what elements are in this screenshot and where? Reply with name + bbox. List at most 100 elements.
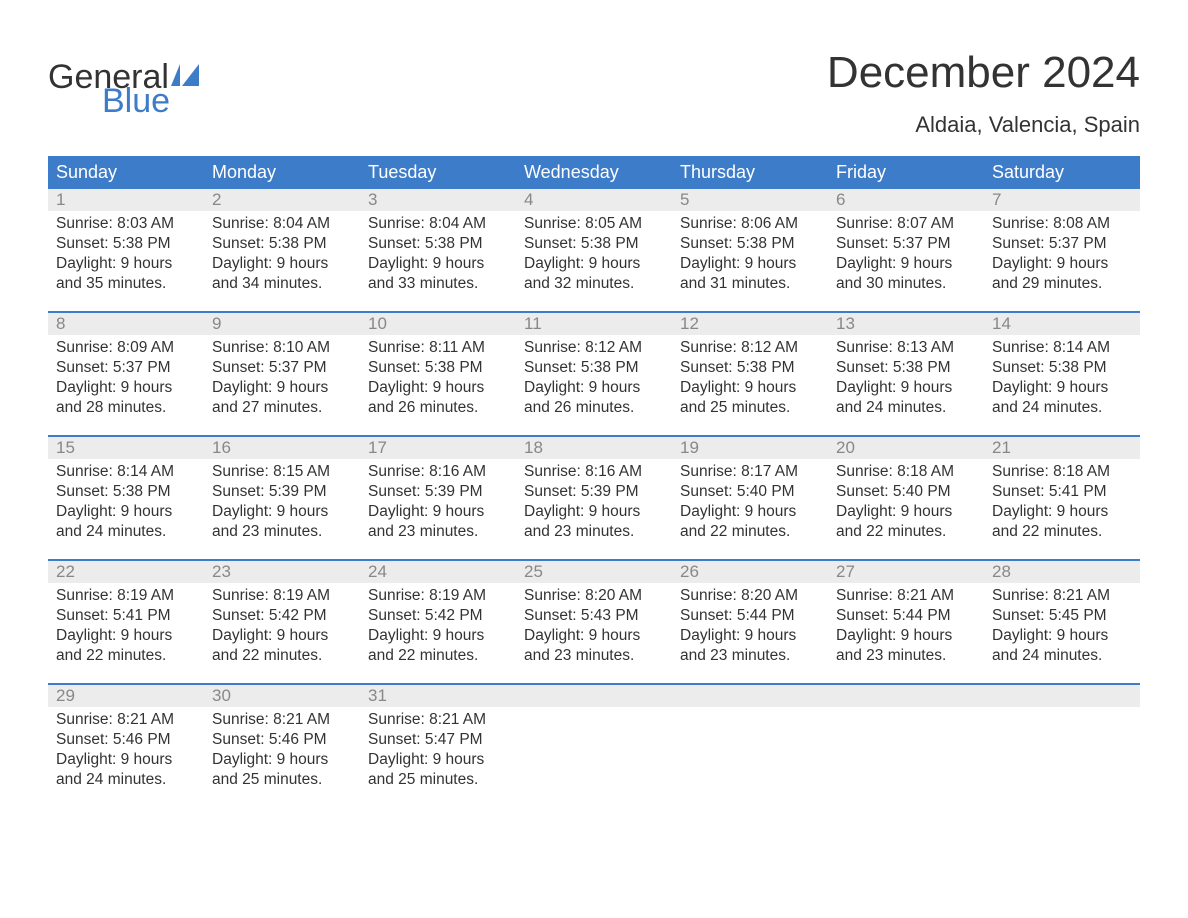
- day-sunrise: Sunrise: 8:19 AM: [56, 586, 196, 606]
- day-sunrise: Sunrise: 8:18 AM: [992, 462, 1132, 482]
- day-daylight2: and 29 minutes.: [992, 274, 1132, 294]
- dayheader-wednesday: Wednesday: [516, 156, 672, 189]
- day-sunrise: Sunrise: 8:12 AM: [680, 338, 820, 358]
- day-sunset: Sunset: 5:47 PM: [368, 730, 508, 750]
- day-cell: Sunrise: 8:18 AMSunset: 5:40 PMDaylight:…: [828, 459, 984, 545]
- daynum-row: 15161718192021: [48, 437, 1140, 459]
- day-number: 19: [672, 437, 828, 459]
- day-daylight2: and 25 minutes.: [212, 770, 352, 790]
- day-daylight2: and 22 minutes.: [836, 522, 976, 542]
- day-sunrise: Sunrise: 8:09 AM: [56, 338, 196, 358]
- logo-text-part2: Blue: [102, 84, 199, 118]
- day-sunrise: Sunrise: 8:10 AM: [212, 338, 352, 358]
- day-daylight2: and 26 minutes.: [368, 398, 508, 418]
- day-sunrise: Sunrise: 8:17 AM: [680, 462, 820, 482]
- day-daylight1: Daylight: 9 hours: [56, 502, 196, 522]
- day-number: 28: [984, 561, 1140, 583]
- day-header-row: Sunday Monday Tuesday Wednesday Thursday…: [48, 156, 1140, 189]
- day-daylight1: Daylight: 9 hours: [836, 502, 976, 522]
- day-sunset: Sunset: 5:46 PM: [212, 730, 352, 750]
- day-cell: Sunrise: 8:05 AMSunset: 5:38 PMDaylight:…: [516, 211, 672, 297]
- day-number: 25: [516, 561, 672, 583]
- day-sunrise: Sunrise: 8:15 AM: [212, 462, 352, 482]
- day-sunset: Sunset: 5:38 PM: [680, 358, 820, 378]
- day-daylight1: Daylight: 9 hours: [680, 502, 820, 522]
- day-cell: Sunrise: 8:17 AMSunset: 5:40 PMDaylight:…: [672, 459, 828, 545]
- day-number: 14: [984, 313, 1140, 335]
- day-daylight1: Daylight: 9 hours: [368, 750, 508, 770]
- day-sunset: Sunset: 5:39 PM: [524, 482, 664, 502]
- day-sunset: Sunset: 5:45 PM: [992, 606, 1132, 626]
- day-daylight1: Daylight: 9 hours: [524, 502, 664, 522]
- day-daylight1: Daylight: 9 hours: [524, 626, 664, 646]
- day-daylight2: and 23 minutes.: [212, 522, 352, 542]
- day-number: 23: [204, 561, 360, 583]
- day-daylight2: and 31 minutes.: [680, 274, 820, 294]
- day-daylight2: and 32 minutes.: [524, 274, 664, 294]
- day-number: [828, 685, 984, 707]
- day-sunset: Sunset: 5:37 PM: [836, 234, 976, 254]
- day-cell: Sunrise: 8:21 AMSunset: 5:46 PMDaylight:…: [204, 707, 360, 793]
- day-sunrise: Sunrise: 8:21 AM: [56, 710, 196, 730]
- day-daylight2: and 25 minutes.: [680, 398, 820, 418]
- day-number: 6: [828, 189, 984, 211]
- day-sunrise: Sunrise: 8:20 AM: [680, 586, 820, 606]
- day-sunrise: Sunrise: 8:07 AM: [836, 214, 976, 234]
- day-sunset: Sunset: 5:39 PM: [368, 482, 508, 502]
- day-sunrise: Sunrise: 8:06 AM: [680, 214, 820, 234]
- day-sunset: Sunset: 5:39 PM: [212, 482, 352, 502]
- day-cell: Sunrise: 8:14 AMSunset: 5:38 PMDaylight:…: [48, 459, 204, 545]
- day-cell: [672, 707, 828, 793]
- daybody-row: Sunrise: 8:09 AMSunset: 5:37 PMDaylight:…: [48, 335, 1140, 435]
- day-daylight1: Daylight: 9 hours: [836, 254, 976, 274]
- day-sunrise: Sunrise: 8:21 AM: [212, 710, 352, 730]
- day-daylight1: Daylight: 9 hours: [368, 626, 508, 646]
- day-daylight2: and 22 minutes.: [56, 646, 196, 666]
- day-cell: Sunrise: 8:20 AMSunset: 5:43 PMDaylight:…: [516, 583, 672, 669]
- day-sunset: Sunset: 5:38 PM: [524, 358, 664, 378]
- week-row: 15161718192021Sunrise: 8:14 AMSunset: 5:…: [48, 435, 1140, 559]
- day-cell: Sunrise: 8:21 AMSunset: 5:44 PMDaylight:…: [828, 583, 984, 669]
- day-sunrise: Sunrise: 8:03 AM: [56, 214, 196, 234]
- day-number: 22: [48, 561, 204, 583]
- day-sunset: Sunset: 5:38 PM: [368, 234, 508, 254]
- day-sunset: Sunset: 5:38 PM: [56, 482, 196, 502]
- day-sunrise: Sunrise: 8:12 AM: [524, 338, 664, 358]
- day-cell: Sunrise: 8:10 AMSunset: 5:37 PMDaylight:…: [204, 335, 360, 421]
- day-cell: Sunrise: 8:20 AMSunset: 5:44 PMDaylight:…: [672, 583, 828, 669]
- day-sunset: Sunset: 5:41 PM: [56, 606, 196, 626]
- day-number: [516, 685, 672, 707]
- day-daylight2: and 23 minutes.: [368, 522, 508, 542]
- day-sunrise: Sunrise: 8:21 AM: [368, 710, 508, 730]
- day-daylight1: Daylight: 9 hours: [212, 626, 352, 646]
- day-sunset: Sunset: 5:40 PM: [836, 482, 976, 502]
- day-number: [984, 685, 1140, 707]
- day-sunrise: Sunrise: 8:04 AM: [212, 214, 352, 234]
- day-daylight1: Daylight: 9 hours: [992, 502, 1132, 522]
- day-sunrise: Sunrise: 8:16 AM: [368, 462, 508, 482]
- day-number: 12: [672, 313, 828, 335]
- day-daylight1: Daylight: 9 hours: [992, 626, 1132, 646]
- day-number: [672, 685, 828, 707]
- day-sunrise: Sunrise: 8:14 AM: [992, 338, 1132, 358]
- day-sunrise: Sunrise: 8:19 AM: [212, 586, 352, 606]
- day-daylight1: Daylight: 9 hours: [56, 750, 196, 770]
- day-number: 4: [516, 189, 672, 211]
- day-cell: Sunrise: 8:21 AMSunset: 5:47 PMDaylight:…: [360, 707, 516, 793]
- day-daylight2: and 24 minutes.: [836, 398, 976, 418]
- day-number: 3: [360, 189, 516, 211]
- daybody-row: Sunrise: 8:14 AMSunset: 5:38 PMDaylight:…: [48, 459, 1140, 559]
- daybody-row: Sunrise: 8:21 AMSunset: 5:46 PMDaylight:…: [48, 707, 1140, 807]
- day-cell: Sunrise: 8:15 AMSunset: 5:39 PMDaylight:…: [204, 459, 360, 545]
- day-number: 27: [828, 561, 984, 583]
- dayheader-saturday: Saturday: [984, 156, 1140, 189]
- day-cell: Sunrise: 8:18 AMSunset: 5:41 PMDaylight:…: [984, 459, 1140, 545]
- day-daylight2: and 33 minutes.: [368, 274, 508, 294]
- day-daylight1: Daylight: 9 hours: [56, 626, 196, 646]
- day-number: 13: [828, 313, 984, 335]
- dayheader-thursday: Thursday: [672, 156, 828, 189]
- day-daylight2: and 22 minutes.: [368, 646, 508, 666]
- day-sunset: Sunset: 5:38 PM: [212, 234, 352, 254]
- day-daylight1: Daylight: 9 hours: [212, 378, 352, 398]
- flag-icon: [171, 64, 199, 86]
